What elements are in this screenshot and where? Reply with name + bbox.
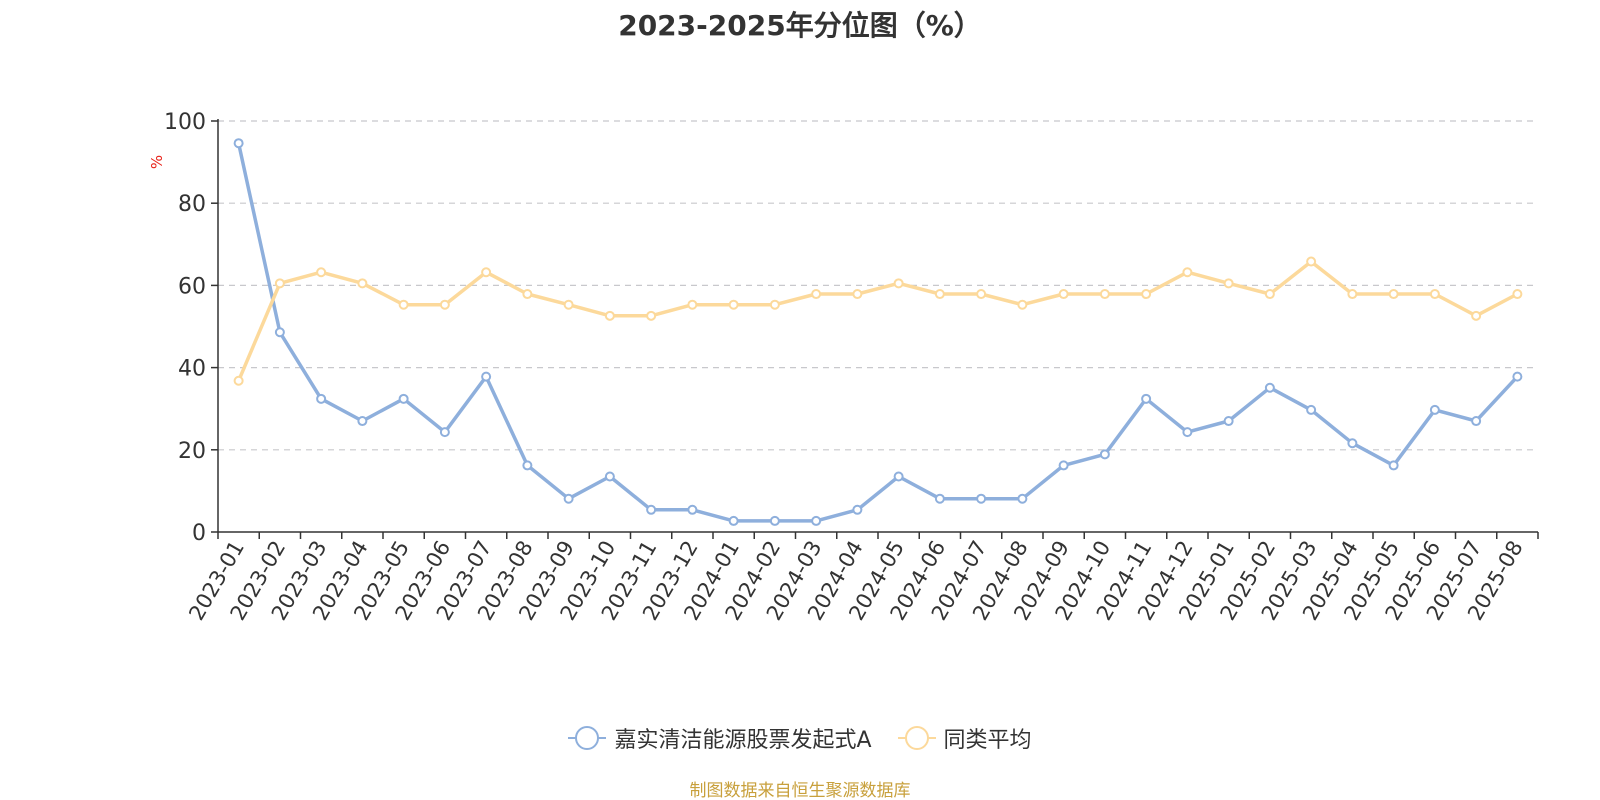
series-1-point-2024-09 [1058, 289, 1069, 300]
series-1-point-2023-03 [316, 267, 327, 278]
series-0-point-2024-03 [811, 515, 822, 526]
source-note: 制图数据来自恒生聚源数据库 [689, 781, 911, 800]
series-0-point-2025-03 [1306, 404, 1317, 415]
y-tick-label-0: 0 [192, 521, 206, 546]
series-0-point-2023-04 [357, 416, 368, 427]
series-0-point-2024-11 [1141, 393, 1152, 404]
y-tick-label-100: 100 [164, 110, 206, 135]
series-0-point-2024-10 [1099, 449, 1110, 460]
series-1-point-2025-02 [1264, 289, 1275, 300]
series-0-point-2023-06 [439, 427, 450, 438]
series-0-point-2024-12 [1182, 427, 1193, 438]
series-0-point-2025-04 [1347, 438, 1358, 449]
series-1-point-2024-05 [893, 278, 904, 289]
series-0-point-2023-11 [646, 504, 657, 515]
series-1-point-2023-09 [563, 299, 574, 310]
legend-item-category-average[interactable]: 同类平均 [897, 722, 1032, 754]
series-1-point-2024-10 [1099, 289, 1110, 300]
y-tick-label-80: 80 [178, 192, 206, 217]
series-0-point-2023-01 [233, 138, 244, 149]
series-1-point-2024-08 [1017, 299, 1028, 310]
y-axis-label: % [148, 155, 166, 169]
legend-label-fund: 嘉实清洁能源股票发起式A [614, 728, 872, 753]
series-0-point-2025-08 [1512, 371, 1523, 382]
series-0-point-2025-07 [1471, 416, 1482, 427]
series-1-point-2024-01 [728, 299, 739, 310]
series-0-point-2024-04 [852, 504, 863, 515]
legend-label-average: 同类平均 [943, 728, 1032, 753]
series-1-point-2023-08 [522, 289, 533, 300]
series-0-point-2023-02 [274, 327, 285, 338]
chart-title: 2023-2025年分位图（%） [618, 9, 982, 42]
series-1-point-2025-08 [1512, 289, 1523, 300]
series-0-point-2024-08 [1017, 493, 1028, 504]
series-line-0 [236, 142, 1519, 523]
y-tick-label-40: 40 [178, 357, 206, 382]
series-0-point-2023-05 [398, 393, 409, 404]
series-0-point-2025-05 [1388, 460, 1399, 471]
series-1-point-2024-06 [934, 289, 945, 300]
series-0-point-2023-08 [522, 460, 533, 471]
series-line-1 [236, 259, 1519, 382]
series-0-point-2024-06 [934, 493, 945, 504]
series-1-point-2023-11 [646, 310, 657, 321]
series-1-point-2023-10 [604, 310, 615, 321]
series-1-point-2024-12 [1182, 267, 1193, 278]
legend-swatch-average-icon [897, 726, 936, 750]
series-1-point-2025-01 [1223, 278, 1234, 289]
y-tick-label-20: 20 [178, 439, 206, 464]
series-0-point-2023-10 [604, 471, 615, 482]
series-1-point-2023-04 [357, 278, 368, 289]
series-0-point-2025-02 [1264, 382, 1275, 393]
series-0-point-2025-01 [1223, 416, 1234, 427]
series-1-point-2025-03 [1306, 256, 1317, 267]
series-0-point-2023-12 [687, 504, 698, 515]
legend: 嘉实清洁能源股票发起式A 同类平均 [0, 722, 1600, 754]
legend-item-fund[interactable]: 嘉实清洁能源股票发起式A [568, 722, 872, 754]
series-1-point-2023-01 [233, 375, 244, 386]
legend-swatch-fund-icon [568, 726, 607, 750]
series-0-point-2024-02 [769, 515, 780, 526]
series-1-point-2023-07 [481, 267, 492, 278]
series-0-point-2024-07 [976, 493, 987, 504]
y-tick-label-60: 60 [178, 274, 206, 299]
series-1-point-2023-06 [439, 299, 450, 310]
series-0-point-2024-05 [893, 471, 904, 482]
series-1-point-2024-03 [811, 289, 822, 300]
series-1-point-2024-02 [769, 299, 780, 310]
series-0-point-2024-01 [728, 515, 739, 526]
series-0-point-2023-07 [481, 371, 492, 382]
series-0-point-2023-09 [563, 493, 574, 504]
series-1-point-2025-04 [1347, 289, 1358, 300]
series-1-point-2025-05 [1388, 289, 1399, 300]
series-1-point-2025-07 [1471, 310, 1482, 321]
series-1-point-2023-02 [274, 278, 285, 289]
series-1-point-2025-06 [1429, 289, 1440, 300]
series-1-point-2024-07 [976, 289, 987, 300]
series-1-point-2024-11 [1141, 289, 1152, 300]
series-0-point-2025-06 [1429, 404, 1440, 415]
series-0-point-2023-03 [316, 393, 327, 404]
series-1-point-2024-04 [852, 289, 863, 300]
series-1-point-2023-05 [398, 299, 409, 310]
series-1-point-2023-12 [687, 299, 698, 310]
series-0-point-2024-09 [1058, 460, 1069, 471]
